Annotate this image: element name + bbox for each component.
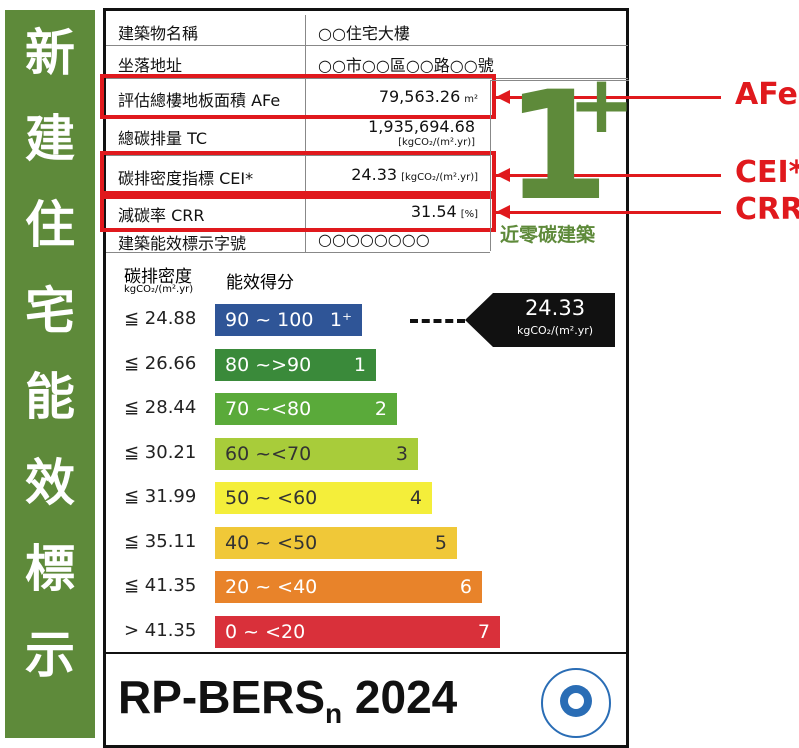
logo-panel <box>490 80 629 251</box>
bar-range: 70 ~<80 <box>225 398 312 420</box>
row-label: 建築物名稱 <box>118 24 199 43</box>
side-char: 示 <box>25 626 75 684</box>
grade-bar: 80 ~>90 1 <box>215 348 376 381</box>
side-char: 宅 <box>25 282 75 340</box>
side-char: 能 <box>25 368 75 426</box>
row-label: 碳排密度指標 CEI* <box>118 169 254 188</box>
footer-title: RP-BERSn 2024 <box>118 670 457 730</box>
callout-label: CEI* <box>735 155 799 190</box>
logo-caption: 近零碳建築 <box>500 224 596 246</box>
row-rule <box>106 45 628 46</box>
bar-grade: 5 <box>434 531 447 554</box>
highlight-box <box>100 151 496 199</box>
bar-range: 80 ~>90 <box>225 353 312 376</box>
column-rule <box>305 15 306 252</box>
callout-label: AFe <box>735 76 798 112</box>
unit: m² <box>464 93 478 105</box>
row-value: ○○市○○區○○路○○號 <box>318 55 494 75</box>
bar-range: 60 ~<70 <box>225 442 312 465</box>
scale-col1-unit: kgCO₂/(m².yr) <box>124 284 194 295</box>
threshold: ≦ 41.35 <box>124 575 197 596</box>
highlight-box <box>100 74 496 119</box>
row-label: 評估總樓地板面積 AFe <box>118 90 281 110</box>
bar-range: 40 ~ <50 <box>225 531 318 554</box>
grade-bar: 0 ~ <20 7 <box>215 615 500 648</box>
bar-grade: 7 <box>477 620 490 643</box>
value: 31.54 <box>410 201 457 221</box>
callout-arrowhead <box>496 168 510 182</box>
row-label: 建築能效標示字號 <box>118 234 247 253</box>
ministry-emblem <box>541 668 611 738</box>
bar-range: 0 ~ <20 <box>225 620 306 643</box>
row-rule <box>106 155 490 156</box>
threshold: ≦ 30.21 <box>124 441 197 463</box>
value: 24.33 <box>351 165 398 184</box>
callout-arrowhead <box>496 204 510 219</box>
footer-rule <box>106 652 628 654</box>
pointer-shape <box>465 293 615 347</box>
threshold: ≦ 24.88 <box>124 308 197 329</box>
bar-grade: 3 <box>395 442 408 465</box>
threshold: ≦ 35.11 <box>124 530 197 552</box>
bar-grade: 1⁺ <box>329 309 352 331</box>
side-char: 新 <box>25 24 75 82</box>
bar-grade: 1 <box>353 353 366 376</box>
footer-main: RP-BERS <box>118 671 326 723</box>
callout-arrowhead <box>496 89 510 104</box>
logo-plus: + <box>568 58 636 151</box>
scale-col1: 碳排密度 <box>124 267 192 287</box>
grade-bar: 70 ~<80 2 <box>215 393 397 425</box>
pointer-line <box>410 319 465 323</box>
side-banner: 新建住宅能效標示 <box>5 10 95 738</box>
threshold: ≦ 31.99 <box>124 486 197 507</box>
highlight-box <box>100 191 496 232</box>
callout-line <box>496 174 721 177</box>
row-label: 坐落地址 <box>118 55 183 75</box>
grade-bar: 20 ~ <40 6 <box>215 571 482 603</box>
row-value: ○○住宅大樓 <box>318 24 410 43</box>
threshold: > 41.35 <box>124 619 197 641</box>
bar-range: 90 ~ 100 <box>225 309 314 331</box>
row-label: 減碳率 CRR <box>118 205 205 225</box>
bar-grade: 4 <box>409 487 422 509</box>
grade-bar: 90 ~ 100 1⁺ <box>215 304 362 336</box>
row-label: 總碳排量 TC <box>118 129 208 148</box>
unit: [%] <box>460 208 478 220</box>
bar-grade: 6 <box>459 576 472 598</box>
pointer-unit: kgCO₂/(m².yr) <box>516 324 594 337</box>
callout-line <box>496 210 721 214</box>
row-unit: [kgCO₂/(m².yr)] <box>398 137 475 148</box>
side-char: 標 <box>25 540 75 598</box>
row-value: ○○○○○○○○ <box>318 230 430 249</box>
row-value: 31.54 [%] <box>300 202 478 221</box>
threshold: ≦ 28.44 <box>124 397 197 418</box>
threshold: ≦ 26.66 <box>124 352 197 374</box>
bar-range: 50 ~ <60 <box>225 487 318 509</box>
bar-grade: 2 <box>374 398 387 420</box>
row-value: 24.33 [kgCO₂/(m².yr)] <box>300 165 478 184</box>
callout-label: CRR <box>735 191 799 227</box>
side-char: 住 <box>25 196 75 254</box>
side-char: 效 <box>25 454 75 512</box>
row-value: 79,563.26 m² <box>300 87 478 106</box>
footer-sub: n <box>325 698 343 730</box>
grade-bar: 40 ~ <50 5 <box>215 526 457 559</box>
row-rule <box>106 252 490 253</box>
grade-bar: 60 ~<70 3 <box>215 437 418 470</box>
side-char: 建 <box>25 110 75 168</box>
callout-line <box>496 95 721 99</box>
row-rule <box>106 78 628 79</box>
bar-range: 20 ~ <40 <box>225 576 318 598</box>
row-value: 1,935,694.68 <box>368 117 475 136</box>
scale-col2: 能效得分 <box>226 273 294 293</box>
unit: [kgCO₂/(m².yr)] <box>401 172 478 183</box>
pointer-value: 24.33 <box>524 296 586 320</box>
logo-grade: 1 <box>505 60 610 234</box>
footer-year: 2024 <box>354 671 458 723</box>
grade-bar: 50 ~ <60 4 <box>215 482 432 514</box>
value: 79,563.26 <box>378 86 461 106</box>
